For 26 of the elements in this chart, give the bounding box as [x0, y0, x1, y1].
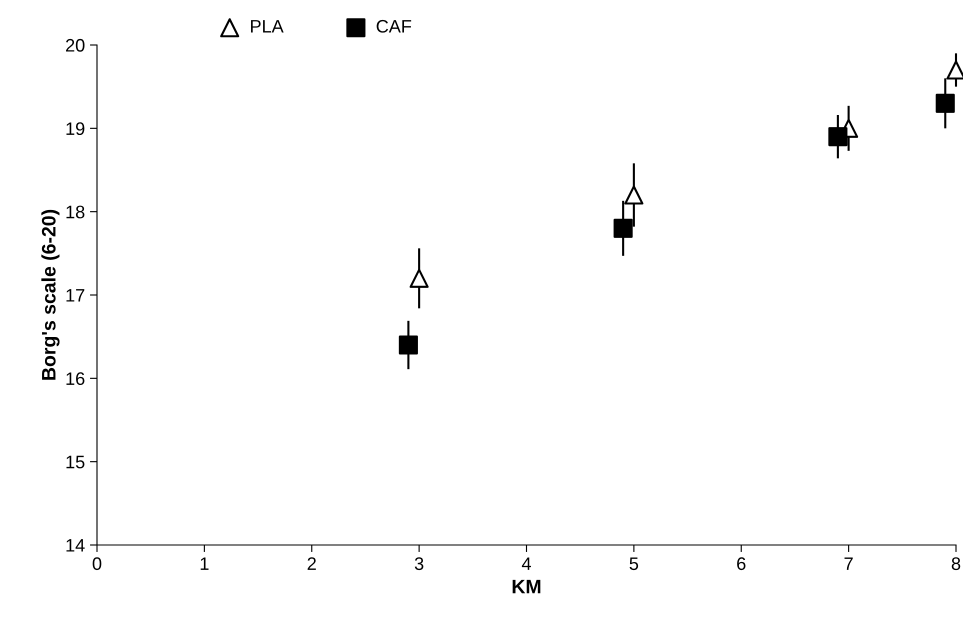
- x-tick-label: 6: [737, 557, 746, 570]
- x-tick-label: 0: [92, 557, 102, 570]
- x-tick-label: 5: [630, 557, 638, 570]
- x-tick-label: 8: [952, 557, 960, 570]
- point: [936, 94, 955, 113]
- point: [828, 127, 848, 146]
- point: [398, 335, 418, 355]
- x-tick-label: 7: [844, 557, 853, 570]
- y-axis-title: Borg's scale (6-20): [41, 210, 60, 380]
- legend-label: CAF: [376, 20, 412, 33]
- x-tick-label: 3: [414, 557, 424, 570]
- x-tick-label: 2: [308, 557, 316, 570]
- point: [614, 218, 633, 238]
- x-axis-title: KM: [512, 580, 540, 594]
- point: [410, 268, 429, 288]
- y-tick-label: 18: [66, 206, 84, 218]
- x-tick-label: 4: [522, 557, 531, 570]
- y-tick-label: 14: [66, 539, 85, 552]
- y-tick-label: 17: [66, 289, 84, 302]
- y-tick-label: 19: [66, 122, 84, 136]
- legend-label: PLA: [251, 20, 284, 33]
- y-tick-label: 20: [66, 38, 84, 52]
- y-tick-label: 15: [66, 456, 84, 468]
- x-tick-label: 1: [200, 557, 209, 570]
- y-tick-label: 16: [66, 372, 84, 386]
- point: [624, 185, 644, 205]
